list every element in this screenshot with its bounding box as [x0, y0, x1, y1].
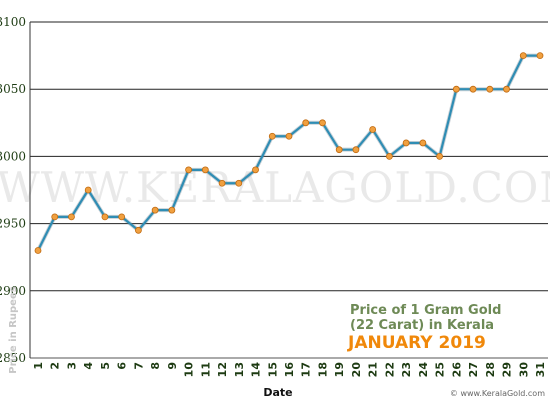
x-tick-label: 13	[233, 362, 246, 377]
data-point	[51, 213, 59, 221]
data-point	[369, 126, 377, 133]
y-tick-label: 2850	[0, 351, 26, 365]
data-point	[452, 85, 460, 93]
data-point	[201, 166, 209, 174]
data-point	[118, 213, 126, 221]
data-point	[134, 226, 142, 234]
x-tick-label: 5	[99, 362, 112, 370]
x-tick-label: 11	[199, 362, 212, 377]
x-tick-label: 20	[350, 362, 363, 378]
series-line	[37, 54, 540, 251]
x-tick-label: 29	[501, 362, 514, 377]
data-point	[486, 85, 494, 93]
data-point	[84, 186, 92, 194]
data-point	[218, 179, 226, 187]
x-tick-label: 18	[316, 362, 329, 377]
x-tick-label: 23	[400, 362, 413, 377]
data-point	[302, 119, 310, 127]
data-point	[519, 52, 527, 59]
x-tick-label: 9	[166, 362, 179, 370]
data-point	[469, 85, 477, 93]
x-tick-label: 6	[116, 362, 129, 370]
x-axis-label: Date	[263, 386, 292, 399]
data-point	[503, 85, 510, 93]
data-point	[335, 146, 343, 154]
x-tick-label: 7	[132, 362, 145, 370]
data-point	[151, 206, 159, 214]
x-tick-label: 22	[383, 362, 396, 377]
data-point	[168, 206, 176, 214]
x-tick-label: 1	[32, 362, 45, 370]
data-point	[385, 152, 393, 160]
x-tick-label: 10	[183, 362, 196, 378]
data-point	[235, 179, 243, 187]
x-tick-label: 25	[434, 362, 447, 377]
grid-layer	[30, 21, 548, 359]
data-point	[536, 52, 544, 59]
data-point	[419, 139, 427, 147]
chart-annotation-line2: (22 Carat) in Kerala	[350, 318, 494, 333]
data-point	[319, 119, 326, 127]
x-tick-label: 2	[49, 362, 62, 370]
credit-text: © www.KeralaGold.com	[450, 389, 545, 398]
tick-layer: 2850290029503000305031001234567891011121…	[0, 15, 547, 377]
data-point	[101, 213, 109, 221]
x-tick-label: 21	[367, 362, 380, 377]
y-tick-label: 2950	[0, 217, 26, 231]
y-tick-label: 2900	[0, 284, 26, 298]
series-line-shadow	[36, 53, 540, 252]
x-tick-label: 15	[266, 362, 279, 377]
data-point	[402, 139, 410, 147]
x-tick-label: 24	[417, 362, 430, 378]
chart-annotation-line1: Price of 1 Gram Gold	[350, 303, 501, 318]
x-tick-label: 3	[65, 362, 78, 370]
x-tick-label: 4	[82, 362, 95, 370]
x-tick-label: 17	[300, 362, 313, 377]
data-point	[352, 146, 360, 154]
x-tick-label: 14	[250, 362, 263, 378]
chart-annotation-period: JANUARY 2019	[347, 333, 486, 353]
y-tick-label: 3050	[0, 82, 26, 96]
data-point	[34, 247, 42, 254]
x-tick-label: 28	[484, 362, 497, 377]
data-point	[285, 132, 293, 140]
data-point	[268, 132, 276, 140]
y-axis-label: Price in Rupees	[8, 286, 19, 373]
data-point	[252, 166, 259, 174]
x-tick-label: 8	[149, 362, 162, 370]
data-point	[185, 166, 193, 174]
watermark-text: WWW.KERALAGOLD.COM	[0, 163, 550, 212]
x-tick-label: 16	[283, 362, 296, 378]
data-point	[436, 152, 444, 160]
y-tick-label: 3000	[0, 149, 26, 163]
series-layer	[34, 52, 544, 254]
x-tick-label: 31	[534, 362, 547, 377]
data-point	[68, 213, 75, 221]
y-tick-label: 3100	[0, 15, 26, 29]
x-tick-label: 27	[467, 362, 480, 377]
x-tick-label: 30	[517, 362, 530, 378]
x-tick-label: 19	[333, 362, 346, 377]
x-tick-label: 26	[450, 362, 463, 378]
x-tick-label: 12	[216, 362, 229, 377]
